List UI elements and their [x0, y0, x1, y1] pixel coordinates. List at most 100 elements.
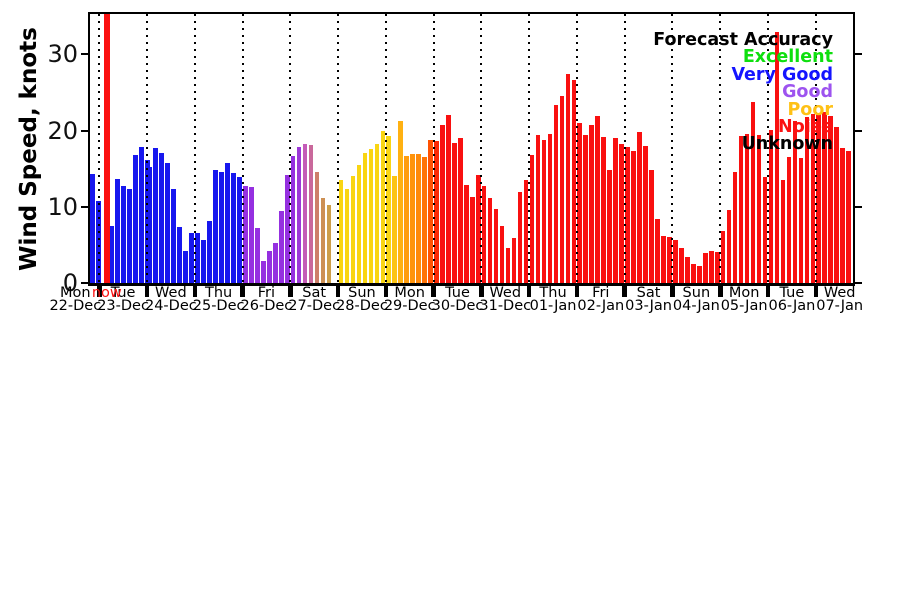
x-tick-date-label: 29-Dec — [383, 298, 436, 314]
x-tick-date-label: 23-Dec — [97, 298, 149, 314]
wind-speed-bar — [422, 157, 427, 283]
wind-speed-bar — [577, 122, 582, 283]
x-tick-date-label: 05-Jan — [720, 298, 768, 314]
wind-speed-bar — [637, 132, 642, 283]
wind-speed-bar — [816, 113, 821, 283]
wind-speed-bar — [243, 186, 248, 283]
wind-speed-bar — [559, 96, 565, 283]
wind-speed-bar — [350, 175, 356, 283]
wind-speed-bar — [720, 231, 726, 283]
wind-speed-bar — [702, 253, 708, 283]
wind-speed-bar — [314, 171, 320, 283]
x-tick-date-label: 03-Jan — [625, 298, 672, 314]
wind-speed-bar — [601, 136, 606, 283]
legend-item-good: Good — [782, 82, 833, 103]
wind-speed-bar — [792, 120, 798, 283]
wind-speed-bar — [499, 225, 505, 283]
wind-speed-bar — [458, 138, 463, 283]
wind-speed-bar — [344, 188, 350, 283]
wind-speed-bar — [153, 148, 159, 283]
wind-speed-bar — [386, 135, 391, 283]
x-tick-day-label: Sun — [348, 285, 376, 301]
x-tick-day-label: Sat — [636, 285, 661, 301]
wind-speed-bar — [404, 155, 409, 283]
wind-speed-bar — [780, 180, 786, 283]
y-axis-tick-left — [81, 282, 88, 284]
day-boundary-tick — [813, 284, 819, 297]
wind-speed-bar — [302, 143, 308, 283]
x-tick-day-label: Mon — [60, 285, 91, 301]
wind-speed-bar — [207, 220, 212, 283]
wind-speed-bar — [690, 263, 696, 283]
wind-speed-bar — [165, 162, 171, 283]
wind-speed-bar — [822, 111, 827, 283]
wind-speed-bar — [231, 173, 236, 283]
wind-speed-bar — [90, 174, 96, 283]
wind-speed-bar — [774, 32, 780, 283]
y-axis-tick-right — [855, 53, 862, 56]
midnight-gridline — [671, 14, 674, 283]
wind-speed-bar — [273, 242, 278, 283]
wind-speed-bar — [267, 251, 272, 283]
day-boundary-tick — [97, 284, 102, 297]
wind-speed-bar — [541, 139, 547, 283]
day-boundary-tick — [240, 284, 245, 297]
wind-speed-bar — [840, 148, 845, 283]
day-boundary-tick — [288, 284, 293, 297]
wind-speed-bar — [607, 170, 612, 283]
wind-speed-bar — [296, 146, 302, 283]
wind-speed-bar — [183, 251, 189, 283]
wind-speed-bar — [189, 232, 195, 283]
wind-speed-bar — [201, 239, 206, 283]
wind-speed-bar — [487, 197, 493, 283]
wind-speed-bar — [583, 135, 588, 283]
x-tick-date-label: 24-Dec — [144, 298, 197, 314]
wind-speed-bar — [643, 145, 648, 283]
midnight-gridline — [98, 14, 101, 283]
wind-speed-bar — [523, 180, 529, 283]
wind-speed-bar — [410, 154, 415, 283]
x-tick-day-label: Thu — [205, 285, 233, 301]
wind-speed-bar — [446, 115, 451, 283]
day-boundary-tick — [335, 284, 341, 297]
wind-speed-bar — [326, 204, 332, 283]
day-boundary-tick — [765, 284, 771, 297]
x-tick-day-label: Fri — [592, 285, 610, 301]
wind-speed-bar — [547, 133, 553, 283]
wind-speed-bar — [476, 174, 481, 283]
legend: Forecast Accuracy Excellent Very Good Good… — [653, 30, 833, 154]
legend-title: Forecast Accuracy — [653, 30, 833, 50]
wind-speed-bar — [553, 104, 559, 283]
wind-speed-bar — [696, 266, 702, 283]
wind-speed-bar — [177, 226, 183, 283]
wind-speed-bar — [171, 189, 177, 283]
wind-speed-bar — [195, 233, 200, 283]
x-tick-day-label: Wed — [823, 285, 856, 301]
wind-speed-bar — [732, 171, 738, 283]
midnight-gridline — [814, 14, 817, 283]
x-tick-date-label: 31-Dec — [479, 298, 532, 314]
day-boundary-tick — [383, 284, 389, 297]
wind-speed-bar — [672, 240, 678, 283]
wind-speed-bar — [768, 129, 774, 283]
x-tick-day-label: Sun — [682, 285, 711, 301]
wind-speed-bar — [756, 135, 762, 283]
x-tick-date-label: 02-Jan — [577, 298, 625, 314]
midnight-gridline — [289, 14, 292, 283]
wind-speed-bar — [147, 167, 153, 283]
wind-speed-bar — [684, 257, 690, 283]
wind-speed-bar — [139, 147, 144, 283]
wind-speed-bar — [440, 124, 445, 283]
wind-speed-bar — [810, 113, 816, 283]
wind-speed-bar — [529, 154, 535, 283]
wind-speed-bar — [738, 135, 744, 283]
wind-speed-bar — [619, 144, 624, 283]
y-axis-tick-right — [855, 129, 862, 132]
wind-speed-bar — [255, 228, 260, 283]
wind-speed-bar — [159, 153, 165, 283]
wind-speed-bar — [744, 134, 750, 283]
x-tick-day-label: Thu — [539, 285, 567, 301]
wind-speed-bar — [762, 177, 768, 283]
wind-speed-bar — [362, 153, 368, 283]
wind-speed-bar — [828, 116, 833, 283]
